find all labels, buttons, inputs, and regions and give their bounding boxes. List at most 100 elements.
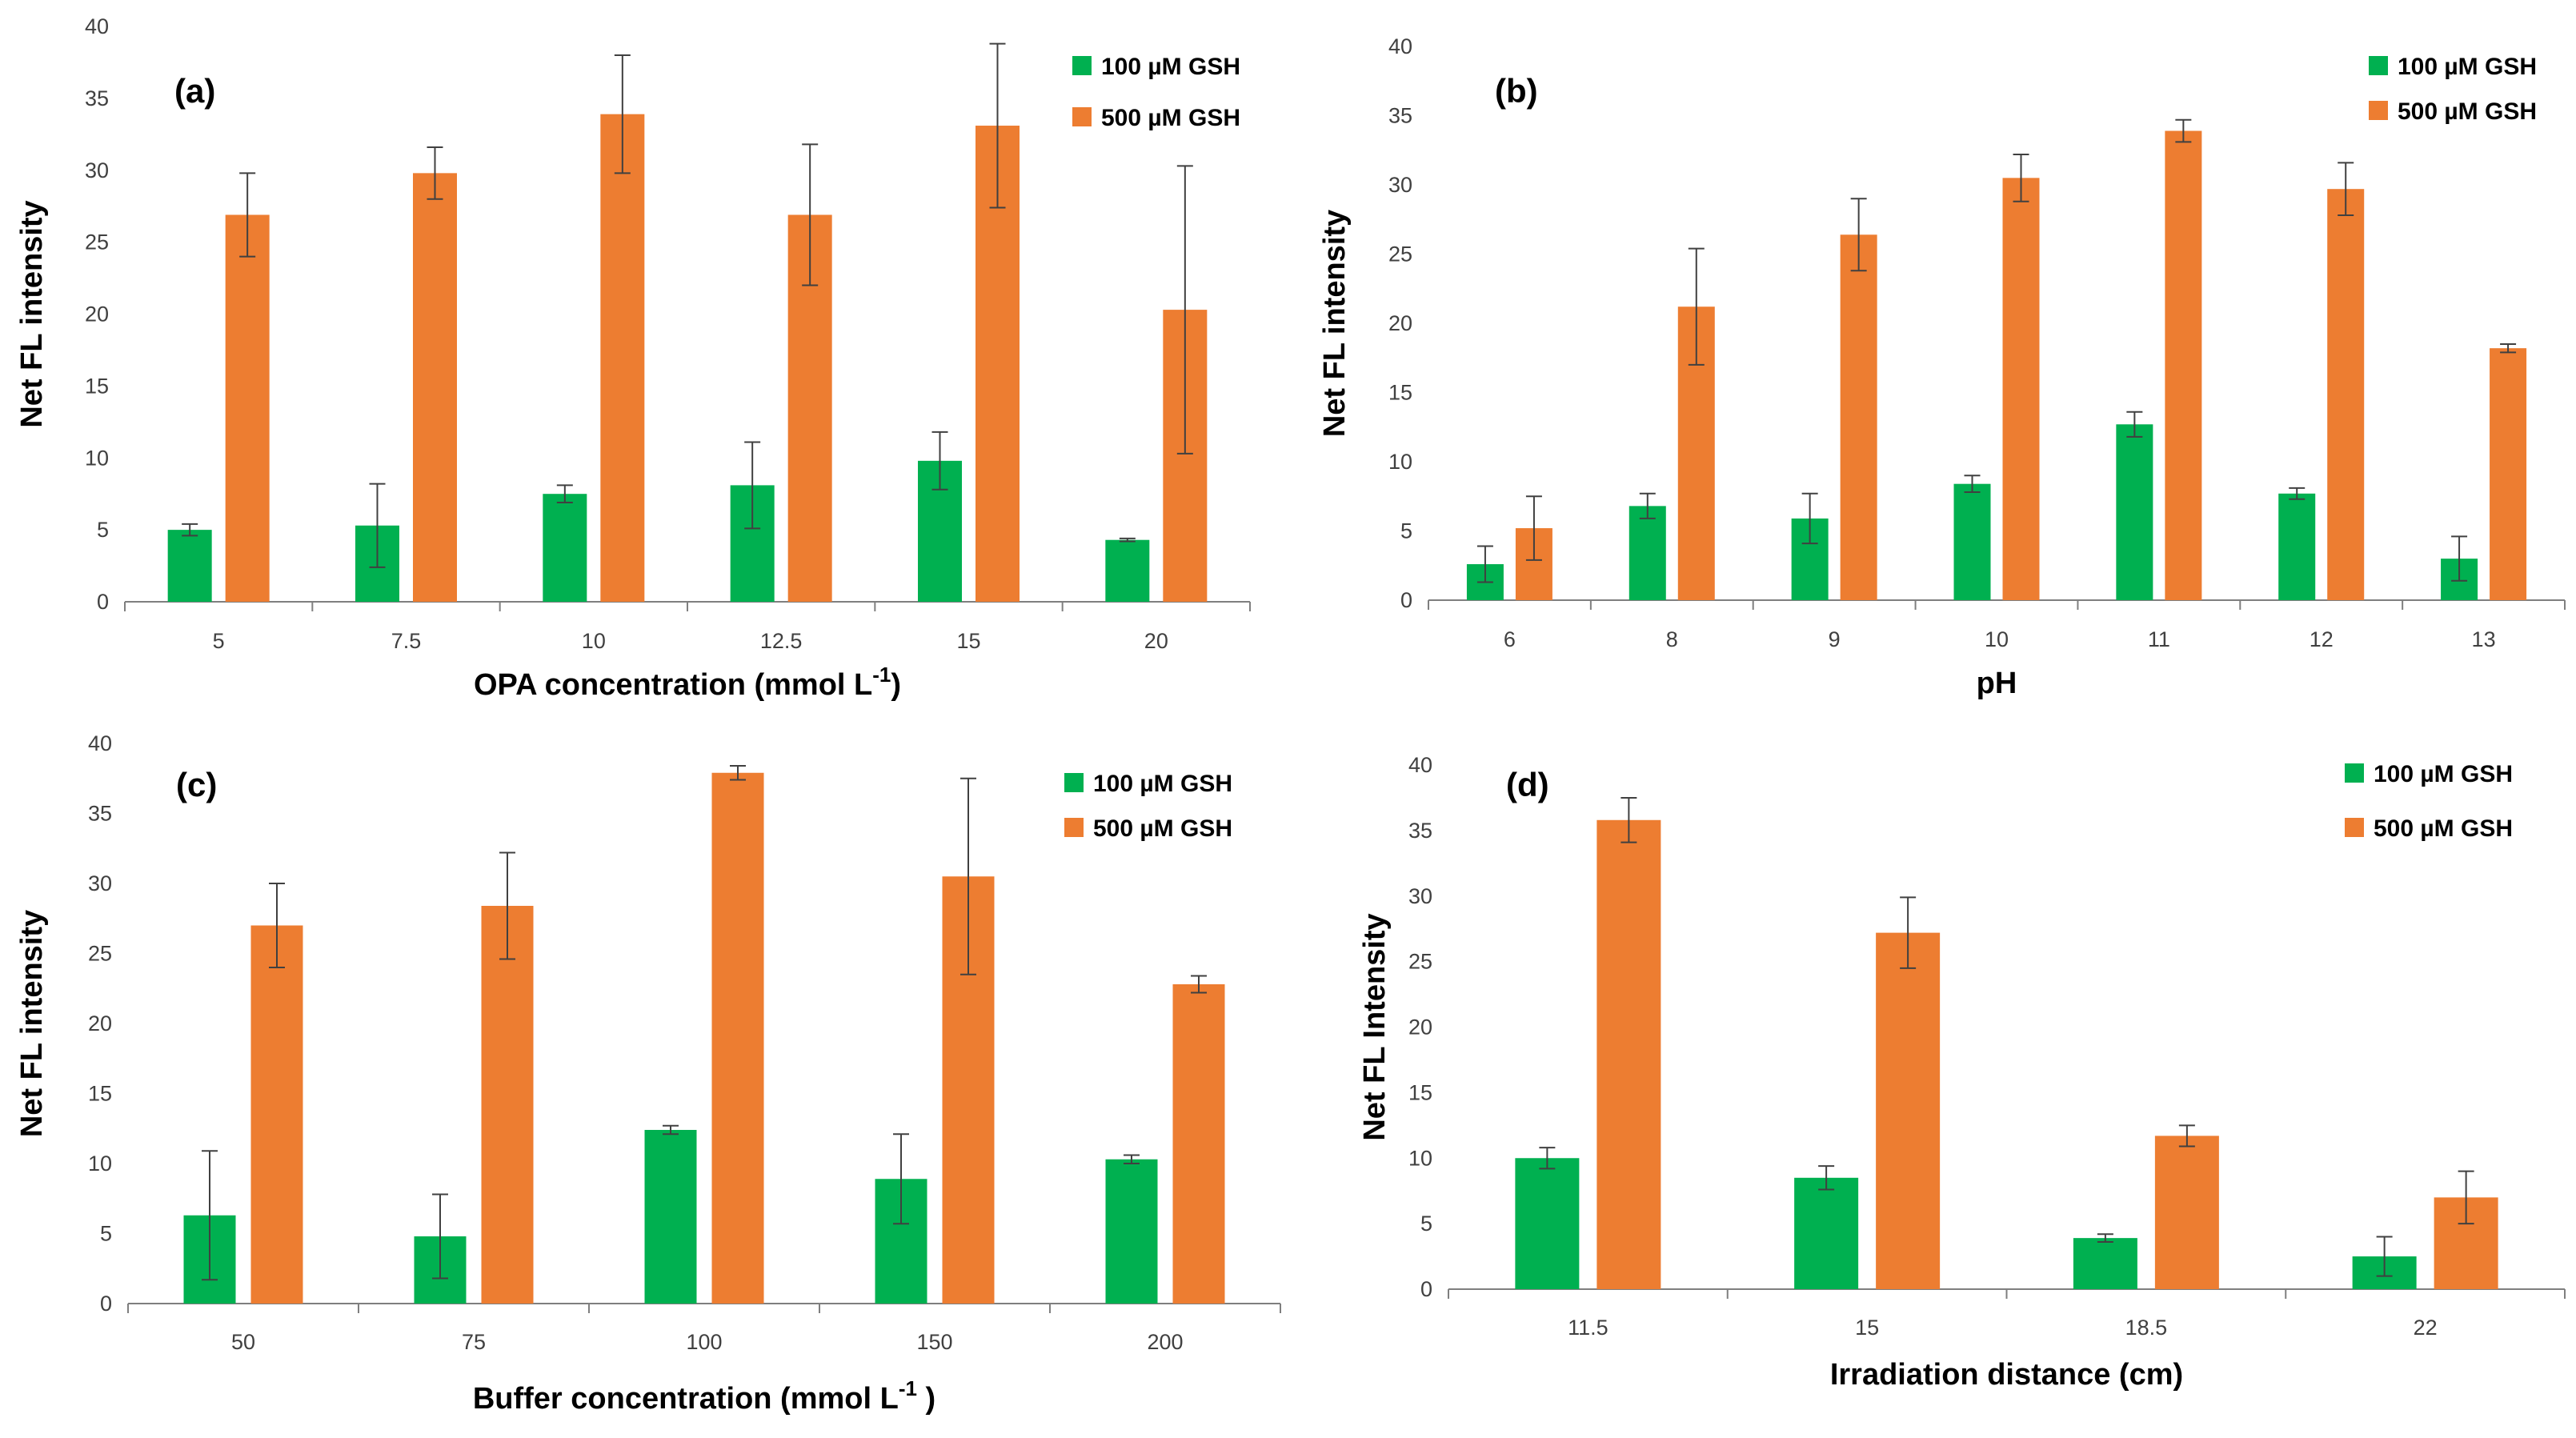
y-tick-label: 15 [88,1082,112,1106]
legend-label-100uM: 100 µM GSH [1093,771,1232,797]
y-tick-label: 5 [1400,519,1412,543]
bar-100uM-200 [1105,1159,1158,1304]
x-tick-label: 100 [686,1330,722,1354]
y-tick-label: 20 [1408,1015,1432,1039]
y-tick-label: 10 [85,446,109,470]
y-tick-label: 15 [1408,1080,1432,1104]
y-axis-title: Net FL intensity [15,910,49,1137]
y-tick-label: 0 [1400,588,1412,612]
bar-100uM-100 [644,1130,697,1304]
bar-500uM-5 [225,214,270,602]
x-tick-label: 12.5 [760,629,803,653]
legend-swatch-500uM [2345,818,2364,837]
x-tick-label: 15 [1855,1316,1879,1340]
x-tick-label: 11 [2148,627,2170,651]
legend-swatch-100uM [2369,56,2388,75]
bar-500uM-50 [250,925,303,1304]
legend-swatch-100uM [1072,56,1092,75]
x-axis-title-main: OPA concentration (mmol L [474,668,872,702]
x-tick-label: 75 [462,1330,486,1354]
x-tick-label: 9 [1829,627,1841,651]
x-tick-label: 20 [1144,629,1168,653]
x-tick-label: 22 [2414,1316,2438,1340]
y-tick-label: 0 [1420,1277,1432,1301]
x-axis-title-end: ) [891,668,901,702]
bar-100uM-8 [1629,506,1666,600]
x-tick-label: 6 [1504,627,1516,651]
bar-100uM-11 [2116,424,2153,600]
x-tick-label: 10 [1985,627,2009,651]
x-tick-label: 12 [2310,627,2334,651]
x-axis-title: OPA concentration (mmol L-1) [474,663,901,702]
x-tick-label: 7.5 [391,629,422,653]
x-tick-label: 5 [213,629,225,653]
y-tick-label: 15 [1388,381,1412,405]
x-tick-label: 13 [2472,627,2496,651]
y-tick-label: 0 [97,590,109,614]
y-tick-label: 30 [88,871,112,895]
y-tick-label: 25 [85,230,109,254]
x-tick-label: 50 [231,1330,255,1354]
legend-label-100uM: 100 µM GSH [2374,761,2513,787]
y-tick-label: 40 [1388,34,1412,58]
bar-500uM-11 [2165,130,2202,600]
y-tick-label: 5 [1420,1212,1432,1236]
y-tick-label: 35 [1408,819,1432,843]
x-axis-title: Buffer concentration (mmol L-1 ) [473,1376,935,1416]
bar-500uM-200 [1172,984,1225,1304]
x-tick-label: 18.5 [2125,1316,2168,1340]
x-tick-label: 8 [1666,627,1678,651]
x-tick-label: 150 [916,1330,952,1354]
y-tick-label: 5 [97,518,109,542]
x-axis-title-end: ) [917,1382,935,1416]
bar-500uM-9 [1840,234,1877,600]
y-tick-label: 20 [88,1011,112,1035]
bar-500uM-18.5 [2154,1136,2219,1289]
bar-500uM-7.5 [413,173,457,603]
y-tick-label: 40 [1408,753,1432,777]
panel-label: (d) [1506,766,1549,803]
chart-panel-d: 0 5 10 15 20 25 30 35 40 11.5 15 18.5 22 Irradiation … [1358,753,2566,1392]
chart-panel-c: 0 5 10 15 20 25 30 35 40 50 75 100 150 200 Buffer conc… [15,731,1281,1416]
legend-label-500uM: 500 µM GSH [2374,815,2513,842]
x-axis-title: pH [1977,667,2017,700]
bar-500uM-10 [600,114,645,602]
y-tick-label: 35 [85,86,109,110]
y-axis-title: Net FL intensity [15,200,49,427]
bar-100uM-11.5 [1515,1158,1580,1289]
y-axis-title: Net FL intensity [1318,210,1352,437]
x-tick-label: 11.5 [1568,1316,1608,1340]
y-tick-label: 35 [1388,104,1412,128]
legend-swatch-500uM [1072,107,1092,126]
y-tick-label: 10 [88,1152,112,1176]
bar-100uM-20 [1105,539,1150,602]
x-tick-label: 10 [582,629,606,653]
legend-label-500uM: 500 µM GSH [2398,98,2537,125]
x-axis-title-main: Irradiation distance (cm) [1830,1358,2183,1392]
legend-label-100uM: 100 µM GSH [2398,54,2537,80]
legend-label-100uM: 100 µM GSH [1101,54,1240,80]
bar-500uM-12 [2327,189,2365,600]
bar-100uM-18.5 [2073,1238,2137,1289]
y-tick-label: 30 [1388,173,1412,197]
x-axis-title-main: pH [1977,667,2017,700]
bar-500uM-75 [481,906,534,1304]
bar-500uM-13 [2490,348,2527,600]
legend-label-500uM: 500 µM GSH [1101,105,1240,131]
y-tick-label: 30 [1408,884,1432,908]
chart-panel-a: 0 5 10 15 20 25 30 35 40 5 7.5 10 12.5 15 20 OPA concen… [15,14,1251,702]
panel-label: (c) [176,766,217,803]
bar-100uM-5 [167,530,212,602]
bar-100uM-15 [1794,1177,1859,1289]
x-axis-title-sup: -1 [899,1376,917,1400]
bar-100uM-10 [543,494,587,602]
bar-500uM-15 [1876,932,1941,1289]
x-tick-label: 200 [1147,1330,1183,1354]
y-tick-label: 15 [85,374,109,398]
legend-swatch-500uM [2369,101,2388,120]
y-tick-label: 20 [85,302,109,326]
y-tick-label: 5 [100,1222,112,1246]
y-tick-label: 40 [88,731,112,755]
bar-100uM-12 [2278,493,2316,600]
